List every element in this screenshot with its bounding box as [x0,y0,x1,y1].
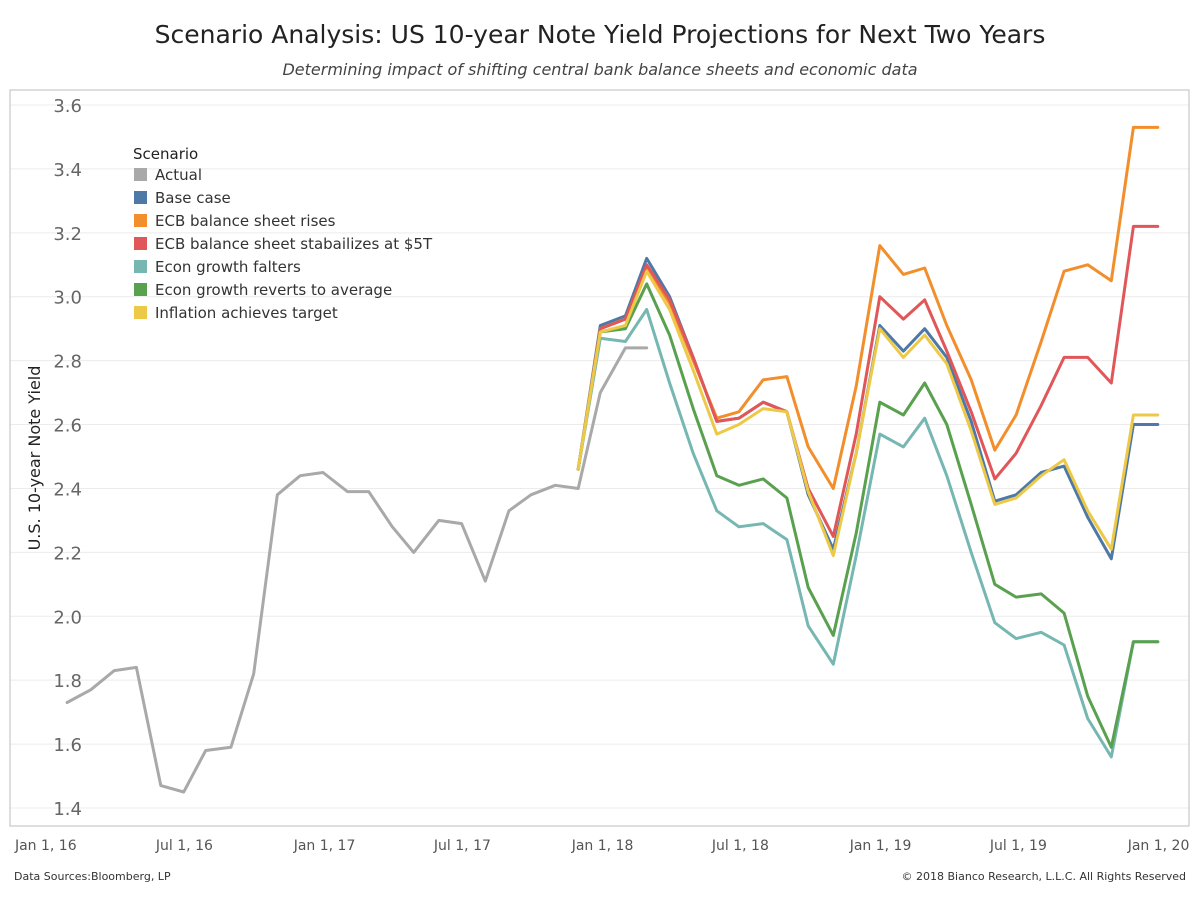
y-tick-label: 1.8 [53,671,82,692]
legend-swatch[interactable] [134,260,147,273]
x-tick-label: Jan 1, 17 [293,838,356,854]
legend-label[interactable]: ECB balance sheet stabailizes at $5T [155,235,433,253]
series-line [576,125,1160,490]
legend-label[interactable]: Econ growth reverts to average [155,281,392,299]
legend-swatch[interactable] [134,214,147,227]
y-tick-label: 2.0 [53,607,82,628]
x-tick-label: Jan 1, 18 [571,838,634,854]
legend-title: Scenario [133,145,198,163]
y-tick-label: 3.4 [53,160,82,181]
x-tick-label: Jul 1, 19 [989,838,1047,854]
y-tick-label: 3.6 [53,96,82,117]
series-lines [65,125,1160,794]
data-source-note: Data Sources:Bloomberg, LP [14,870,171,883]
x-axis: Jan 1, 16 Jul 1, 16 Jan 1, 17 Jul 1, 17 Jan … [14,838,1189,854]
copyright-note: © 2018 Bianco Research, L.L.C. All Right… [901,870,1186,883]
y-tick-label: 1.4 [53,799,82,820]
series-line [576,224,1160,538]
x-tick-label: Jan 1, 20 [1127,838,1190,854]
y-tick-label: 2.8 [53,352,82,373]
grid-lines [10,104,1189,809]
series-line [576,308,1160,759]
legend-label[interactable]: Actual [155,166,202,184]
legend-swatch[interactable] [134,306,147,319]
x-tick-label: Jan 1, 16 [14,838,77,854]
plot-frame [9,89,1190,827]
y-axis-label: U.S. 10-year Note Yield [25,366,44,551]
series-line [576,282,1160,749]
legend[interactable]: Scenario Actual Base case ECB balance sheet… [133,145,433,322]
y-tick-label: 2.6 [53,416,82,437]
legend-label[interactable]: Econ growth falters [155,258,301,276]
y-tick-label: 1.6 [53,735,82,756]
y-tick-label: 3.0 [53,288,82,309]
legend-label[interactable]: Base case [155,189,231,207]
x-tick-label: Jul 1, 16 [155,838,213,854]
y-tick-label: 2.4 [53,479,82,500]
legend-label[interactable]: Inflation achieves target [155,304,338,322]
legend-swatch[interactable] [134,191,147,204]
x-tick-label: Jul 1, 18 [711,838,769,854]
x-tick-label: Jul 1, 17 [433,838,491,854]
y-axis: 1.4 1.6 1.8 2.0 2.2 2.4 2.6 2.8 3.0 3.2 3.4 3.6 [53,96,82,820]
series-line [65,346,649,794]
chart-subtitle: Determining impact of shifting central b… [282,60,918,79]
legend-swatch[interactable] [134,283,147,296]
series-line [576,269,1160,558]
y-tick-label: 2.2 [53,543,82,564]
legend-swatch[interactable] [134,168,147,181]
legend-label[interactable]: ECB balance sheet rises [155,212,336,230]
legend-swatch[interactable] [134,237,147,250]
chart-title: Scenario Analysis: US 10-year Note Yield… [154,20,1046,49]
y-tick-label: 3.2 [53,224,82,245]
x-tick-label: Jan 1, 19 [849,838,912,854]
